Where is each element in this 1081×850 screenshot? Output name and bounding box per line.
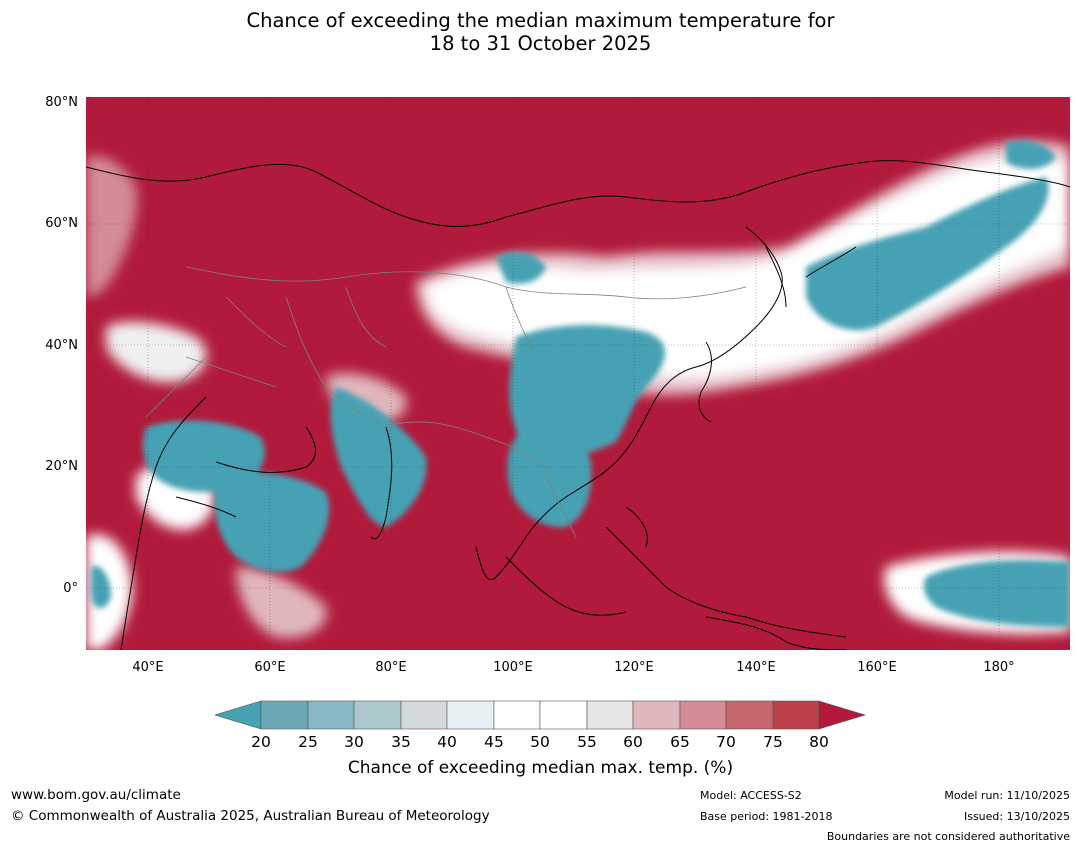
lat-label-20n: 20°N [45,459,78,474]
legend-tick-55: 55 [577,733,597,751]
legend-swatch-45-50 [493,700,541,730]
legend-tick-70: 70 [716,733,736,751]
footer-disclaimer: Boundaries are not considered authoritat… [826,830,1070,843]
lat-label-60n: 60°N [45,216,78,231]
lat-label-40n: 40°N [45,338,78,353]
legend-swatch-65-70 [679,700,727,730]
legend-swatch-40-45 [446,700,495,730]
legend-tick-60: 60 [623,733,643,751]
lon-label-160e: 160°E [857,660,897,675]
legend-title: Chance of exceeding median max. temp. (%… [347,758,734,778]
lon-label-100e: 100°E [493,660,533,675]
legend-tick-40: 40 [437,733,457,751]
legend-swatch-75-80 [772,700,820,730]
map-title: Chance of exceeding the median maximum t… [0,9,1081,55]
legend-colorbar [213,700,867,736]
legend-swatch-55-60 [586,700,634,730]
forecast-map [86,97,1070,650]
coastlines [86,160,1070,650]
legend-swatch-25-30 [307,700,355,730]
legend-tick-65: 65 [670,733,690,751]
legend-tick-80: 80 [809,733,829,751]
footer-base-period: Base period: 1981-2018 [700,810,833,823]
lon-label-80e: 80°E [375,660,407,675]
footer-url[interactable]: www.bom.gov.au/climate [11,787,181,803]
footer-model: Model: ACCESS-S2 [700,789,802,802]
legend-tick-25: 25 [298,733,318,751]
legend-tick-30: 30 [344,733,364,751]
legend-swatch-20-25 [260,700,309,730]
footer-issued: Issued: 13/10/2025 [963,810,1070,823]
teal-zones [91,140,1070,627]
lon-label-120e: 120°E [614,660,654,675]
map-svg [86,97,1070,650]
footer-copyright: © Commonwealth of Australia 2025, Austra… [11,808,490,824]
legend-swatch-70-75 [725,700,774,730]
lon-label-60e: 60°E [254,660,286,675]
legend-tick-50: 50 [530,733,550,751]
legend-arrow-high [818,700,867,730]
lat-label-0: 0° [63,581,78,596]
legend-tick-75: 75 [763,733,783,751]
legend-swatch-30-35 [353,700,402,730]
graticule [86,97,1070,650]
lat-label-80n: 80°N [45,95,78,110]
map-title-line1: Chance of exceeding the median maximum t… [246,9,835,32]
legend-tick-45: 45 [484,733,504,751]
legend-swatch-60-65 [632,700,681,730]
legend-swatch-50-55 [539,700,588,730]
legend-tick-35: 35 [391,733,411,751]
footer-model-run: Model run: 11/10/2025 [944,789,1070,802]
country-borders [145,266,747,538]
map-title-line2: 18 to 31 October 2025 [429,32,652,55]
lon-label-40e: 40°E [132,660,164,675]
legend-arrow-low [213,700,262,730]
legend-swatch-35-40 [400,700,448,730]
lon-label-140e: 140°E [736,660,776,675]
legend-tick-20: 20 [251,733,271,751]
lon-label-180: 180° [983,660,1015,675]
